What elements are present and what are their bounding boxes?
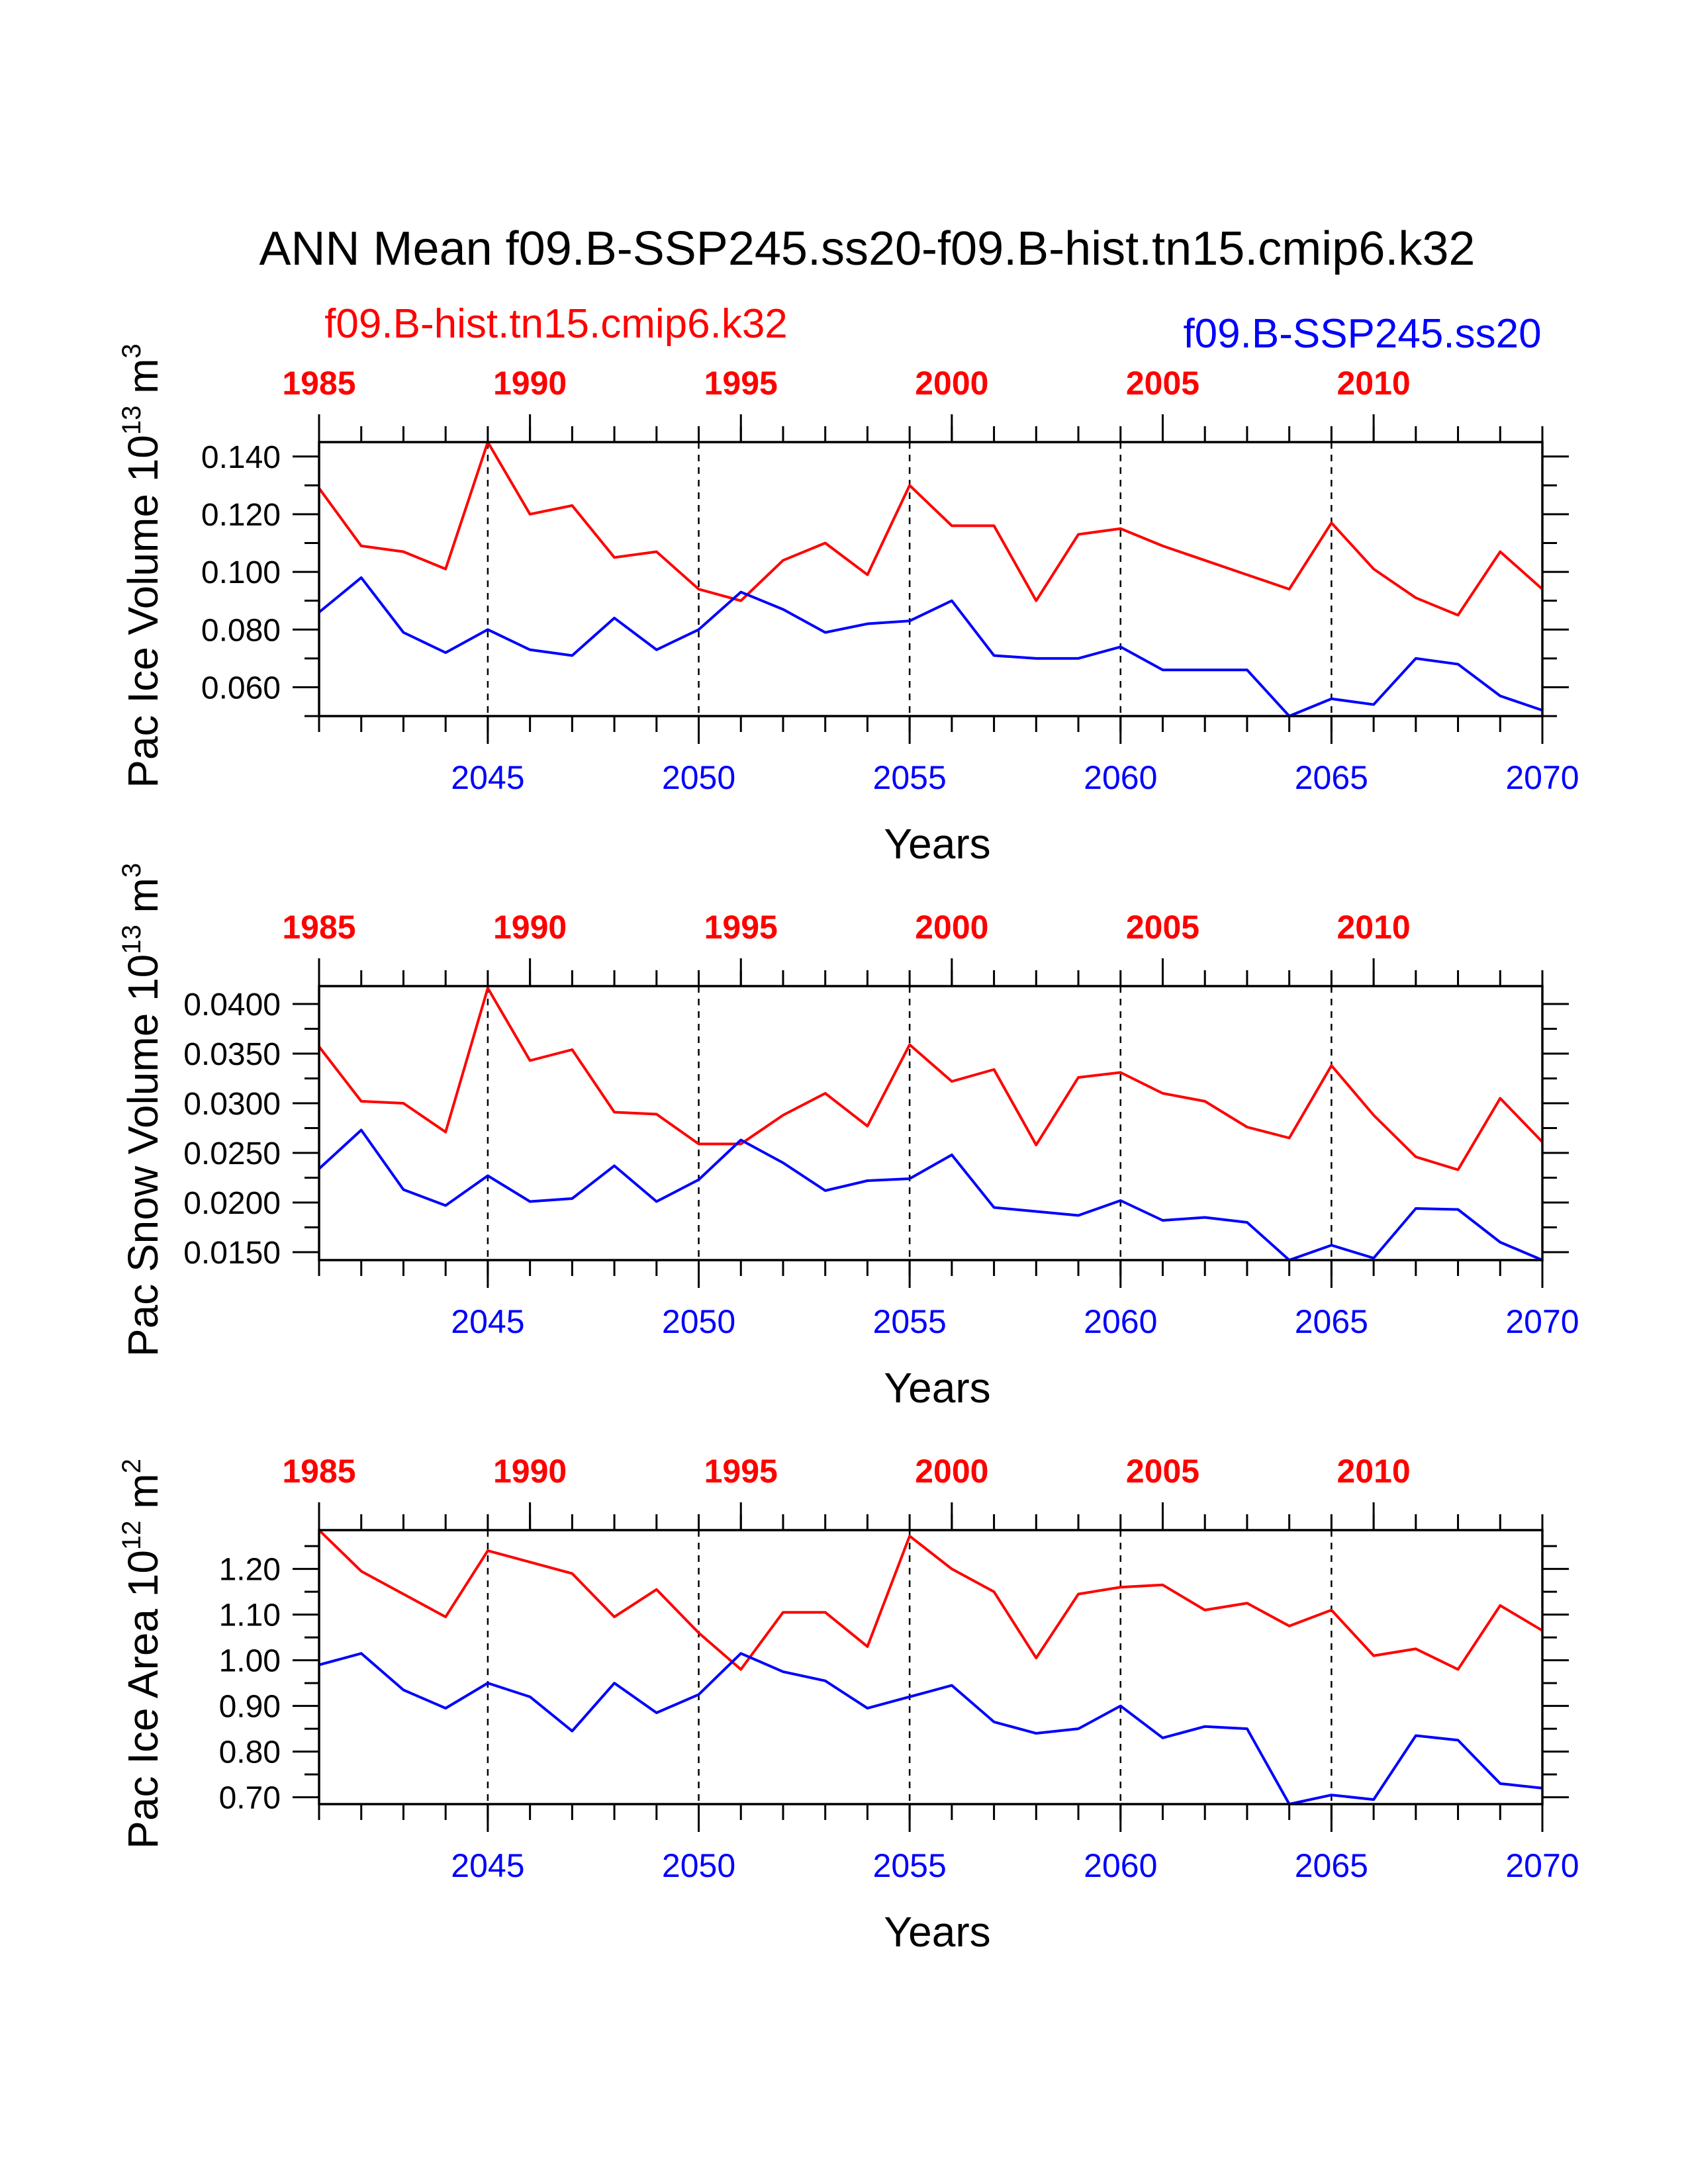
x-tick-label: 2055 <box>873 1847 947 1884</box>
x-top-tick-label: 2000 <box>915 365 988 402</box>
y-tick-label: 0.0150 <box>183 1236 281 1271</box>
y-tick-label: 0.080 <box>201 613 281 648</box>
series-line <box>318 441 1544 617</box>
series-line <box>318 987 1544 1171</box>
x-top-tick-label: 1990 <box>493 909 567 946</box>
plot-frame <box>318 1529 1544 1805</box>
x-top-tick-label: 1995 <box>704 909 778 946</box>
legend-red-label: f09.B-hist.tn15.cmip6.k32 <box>324 301 788 347</box>
y-tick-label: 0.100 <box>201 555 281 590</box>
x-tick-label: 2055 <box>873 1303 947 1340</box>
x-tick-label: 2065 <box>1295 1303 1368 1340</box>
chart-title: ANN Mean f09.B-SSP245.ss20-f09.B-hist.tn… <box>259 222 1476 275</box>
y-tick-label: 0.060 <box>201 670 281 705</box>
y-tick-label: 0.70 <box>219 1781 281 1816</box>
series-line <box>318 1128 1543 1261</box>
x-tick-label: 2050 <box>662 1303 735 1340</box>
x-tick-label: 2045 <box>451 1303 524 1340</box>
panel-2: 2045 2050 2055 2060 2065 2070 1985 1990 1995 2000… <box>117 863 1579 1412</box>
x-tick-label: 2045 <box>451 1847 524 1884</box>
legend-blue-label: f09.B-SSP245.ss20 <box>1183 311 1541 357</box>
y-tick-label: 0.0400 <box>183 987 281 1023</box>
x-top-tick-label: 2010 <box>1336 365 1410 402</box>
series-line <box>318 1529 1544 1671</box>
y-tick-label: 0.120 <box>201 498 281 533</box>
x-tick-label: 2055 <box>873 759 947 796</box>
x-tick-label: 2050 <box>662 759 735 796</box>
x-top-tick-label: 1985 <box>282 909 355 946</box>
x-top-tick-label: 2005 <box>1126 365 1199 402</box>
x-axis-label: Years <box>884 1364 990 1412</box>
x-top-tick-label: 2005 <box>1126 909 1199 946</box>
x-tick-label: 2050 <box>662 1847 735 1884</box>
x-tick-label: 2045 <box>451 759 524 796</box>
x-top-tick-label: 1990 <box>493 1453 567 1490</box>
x-tick-label: 2065 <box>1295 759 1368 796</box>
y-tick-label: 0.0350 <box>183 1037 281 1072</box>
x-top-tick-label: 2010 <box>1336 909 1410 946</box>
x-tick-label: 2065 <box>1295 1847 1368 1884</box>
panel-1: 2045 2050 2055 2060 2065 2070 1985 1990 1995 2000… <box>117 343 1579 868</box>
y-tick-label: 0.0300 <box>183 1087 281 1122</box>
y-axis-label: Pac Ice Area 1012 m2 <box>117 1459 167 1849</box>
x-axis-label: Years <box>884 820 990 868</box>
y-tick-label: 0.0250 <box>183 1136 281 1171</box>
x-tick-label: 2060 <box>1084 1303 1157 1340</box>
x-tick-label: 2070 <box>1505 759 1579 796</box>
x-tick-label: 2060 <box>1084 759 1157 796</box>
x-top-tick-label: 1985 <box>282 1453 355 1490</box>
x-top-tick-label: 2005 <box>1126 1453 1199 1490</box>
plot-frame <box>318 441 1544 717</box>
x-top-tick-label: 1995 <box>704 365 778 402</box>
x-top-tick-label: 2000 <box>915 909 988 946</box>
x-tick-label: 2070 <box>1505 1847 1579 1884</box>
y-tick-label: 1.00 <box>219 1644 281 1679</box>
y-tick-label: 1.10 <box>219 1598 281 1633</box>
x-tick-label: 2070 <box>1505 1303 1579 1340</box>
y-axis-label: Pac Snow Volume 1013 m3 <box>117 863 167 1357</box>
x-top-tick-label: 2000 <box>915 1453 988 1490</box>
series-line <box>318 576 1543 717</box>
y-tick-label: 0.0200 <box>183 1186 281 1221</box>
y-tick-label: 0.80 <box>219 1735 281 1770</box>
x-top-tick-label: 1990 <box>493 365 567 402</box>
plot-frame <box>318 985 1544 1261</box>
y-tick-label: 1.20 <box>219 1553 281 1588</box>
y-tick-label: 0.140 <box>201 440 281 475</box>
x-top-tick-label: 1985 <box>282 365 355 402</box>
x-top-tick-label: 2010 <box>1336 1453 1410 1490</box>
x-axis-label: Years <box>884 1908 990 1956</box>
x-tick-label: 2060 <box>1084 1847 1157 1884</box>
x-top-tick-label: 1995 <box>704 1453 778 1490</box>
y-tick-label: 0.90 <box>219 1690 281 1725</box>
y-axis-label: Pac Ice Volume 1013 m3 <box>117 343 167 788</box>
series-line <box>318 1652 1543 1805</box>
panel-3: 2045 2050 2055 2060 2065 2070 1985 1990 1995 2000… <box>117 1453 1579 1956</box>
